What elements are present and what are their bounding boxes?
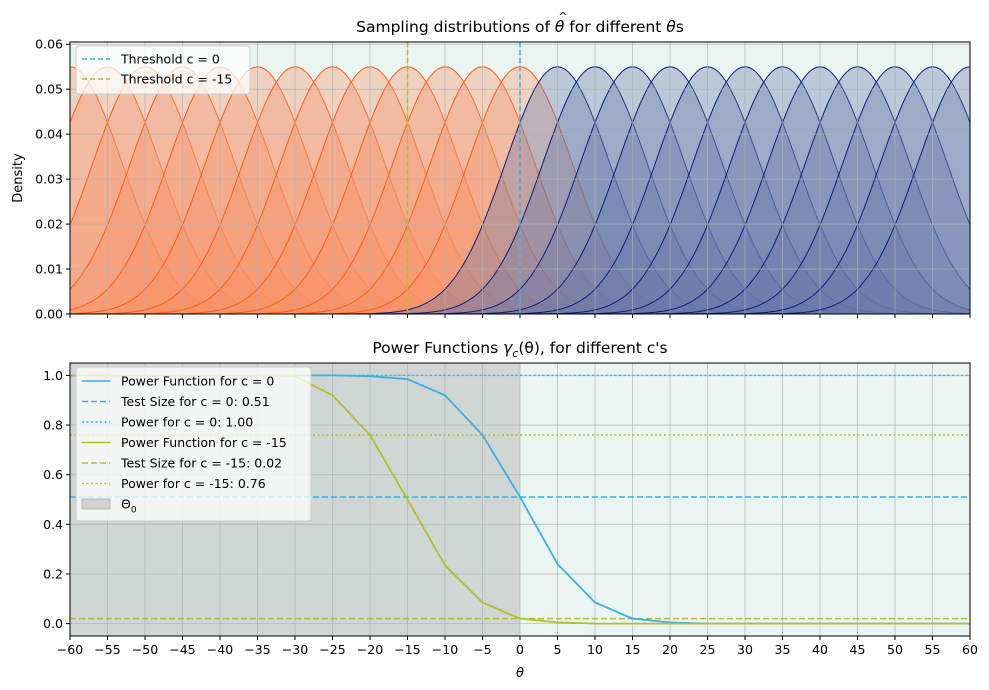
top-y-tick-label: 0.01 (35, 262, 63, 277)
bottom-x-ticks: −60 −55 −50 −45 −40 −35 −30 −25 −20 −15 −10 −5 0 5 10 1… (57, 636, 978, 657)
sampling-distribution-theta-45 (70, 66, 970, 314)
top-y-axis-label: Density (11, 153, 26, 203)
theta-hat-accent: ^ (558, 10, 567, 23)
bottom-grid (70, 363, 970, 636)
bottom-x-tick-label: −60 (57, 642, 83, 657)
bottom-x-tick-label: 35 (775, 642, 791, 657)
bottom-x-tick-label: −25 (319, 642, 345, 657)
bottom-x-tick-label: −20 (357, 642, 383, 657)
bottom-x-tick-label: −15 (394, 642, 420, 657)
bottom-legend-label: Power for c = -15: 0.76 (121, 476, 266, 491)
top-y-tick-label: 0.02 (35, 217, 63, 232)
bottom-x-tick-label: 10 (587, 642, 603, 657)
bottom-panel: Power Functions γc(θ), for different c's… (43, 339, 978, 681)
sampling-distribution-theta-60 (70, 66, 970, 314)
top-y-tick-label: 0.03 (35, 172, 63, 187)
bottom-y-tick-label: 0.6 (43, 467, 63, 482)
top-panel: Sampling distributions of θ for differen… (11, 10, 971, 322)
sampling-distribution-theta--60 (70, 66, 970, 314)
top-legend: Threshold c = 0 Threshold c = -15 (75, 45, 251, 95)
top-legend-box (75, 45, 251, 95)
sampling-distribution-theta-55 (70, 66, 970, 314)
bottom-x-tick-label: 20 (662, 642, 678, 657)
bottom-x-tick-label: 30 (737, 642, 753, 657)
top-y-ticks: 0.00 0.01 0.02 0.03 0.04 0.05 0.06 (35, 37, 70, 322)
bottom-x-tick-label: −40 (207, 642, 233, 657)
bottom-y-tick-label: 1.0 (43, 368, 63, 383)
bottom-x-tick-label: 60 (962, 642, 978, 657)
bottom-y-tick-label: 0.2 (43, 566, 63, 581)
bottom-legend-label: Θ0 (121, 497, 137, 516)
bottom-x-tick-label: 50 (887, 642, 903, 657)
top-legend-label: Threshold c = -15 (120, 72, 232, 87)
sampling-distribution-theta-50 (70, 66, 970, 314)
bottom-legend-label: Power Function for c = 0 (121, 374, 274, 389)
bottom-x-tick-label: −50 (132, 642, 158, 657)
bottom-x-tick-label: −35 (244, 642, 270, 657)
bottom-legend-label: Test Size for c = -15: 0.02 (120, 456, 282, 471)
top-y-tick-label: 0.05 (35, 82, 63, 97)
bottom-title: Power Functions γc(θ), for different c's (372, 339, 667, 360)
bottom-legend-swatch (81, 498, 111, 510)
bottom-legend: Power Function for c = 0 Test Size for c … (75, 366, 312, 522)
bottom-x-tick-label: 55 (925, 642, 941, 657)
top-title: Sampling distributions of θ for differen… (356, 18, 684, 36)
top-legend-label: Threshold c = 0 (120, 52, 220, 67)
bottom-x-tick-label: 45 (850, 642, 866, 657)
bottom-x-tick-label: 40 (812, 642, 828, 657)
bottom-x-tick-label: −30 (282, 642, 308, 657)
bottom-y-tick-label: 0.8 (43, 418, 63, 433)
bottom-y-tick-label: 0.4 (43, 517, 63, 532)
top-y-tick-label: 0.00 (35, 307, 63, 322)
top-y-tick-label: 0.04 (35, 127, 63, 142)
top-x-ticks (69, 314, 971, 318)
bottom-legend-label: Power for c = 0: 1.00 (121, 415, 253, 430)
bottom-x-axis-label: θ (516, 666, 524, 681)
threshold-lines (406, 42, 521, 314)
bottom-x-tick-label: 0 (516, 642, 524, 657)
bottom-legend-label: Power Function for c = -15 (121, 435, 287, 450)
theta-hat-symbol: θ (555, 18, 565, 36)
bottom-x-tick-label: 25 (700, 642, 716, 657)
sampling-distribution-theta--55 (70, 66, 970, 314)
bottom-x-tick-label: 5 (554, 642, 562, 657)
bottom-legend-label: Test Size for c = 0: 0.51 (120, 394, 270, 409)
bottom-x-tick-label: −5 (473, 642, 491, 657)
bottom-x-tick-label: −45 (169, 642, 195, 657)
bottom-x-tick-label: 15 (625, 642, 641, 657)
bottom-legend-box (75, 366, 312, 522)
bottom-x-tick-label: −10 (432, 642, 458, 657)
bottom-y-tick-label: 0.0 (43, 616, 63, 631)
bottom-y-ticks: 0.0 0.2 0.4 0.6 0.8 1.0 (43, 368, 70, 631)
bottom-x-tick-label: −55 (94, 642, 120, 657)
top-y-tick-label: 0.06 (35, 37, 63, 52)
